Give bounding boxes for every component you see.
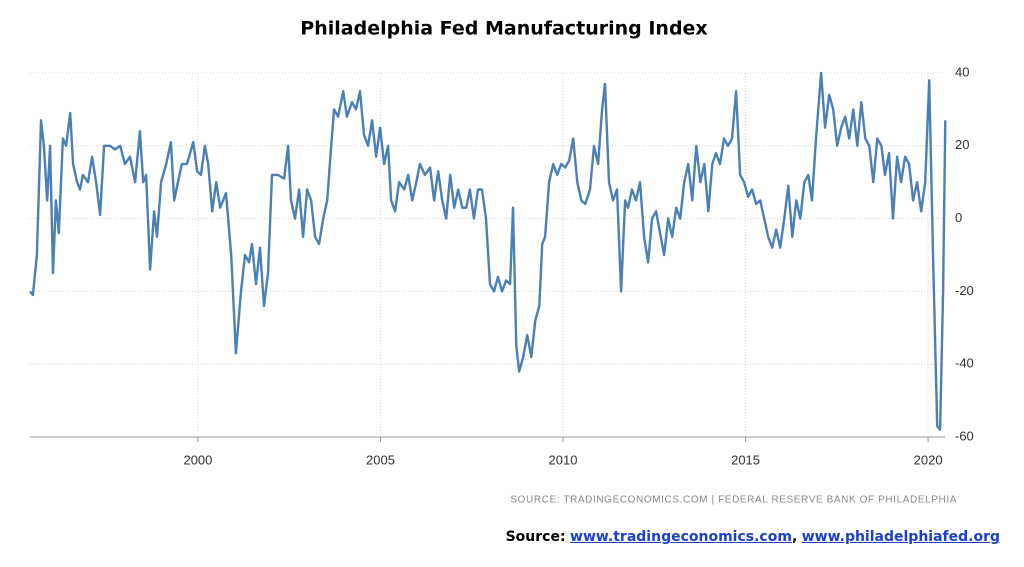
chart-title: Philadelphia Fed Manufacturing Index (300, 18, 707, 40)
source-note: SOURCE: TRADINGECONOMICS.COM | FEDERAL R… (510, 495, 957, 506)
y-tick-label: -60 (955, 428, 974, 443)
chart: Philadelphia Fed Manufacturing Index SOU… (29, 18, 974, 506)
x-tick-label: 2000 (183, 452, 212, 467)
y-tick-label: 0 (955, 210, 962, 225)
x-tick-label: 2005 (366, 452, 395, 467)
y-tick-label: 40 (955, 64, 969, 79)
footer-label: Source: (505, 529, 566, 545)
y-tick-label: -40 (955, 356, 974, 371)
y-tick-label: 20 (955, 137, 969, 152)
y-tick-label: -20 (955, 283, 974, 298)
footer: Source: www.tradingeconomics.com, www.ph… (506, 529, 1000, 545)
series-line (29, 71, 947, 431)
x-tick-label: 2010 (549, 452, 578, 467)
x-tick-label: 2015 (731, 452, 760, 467)
x-tick-label: 2020 (914, 452, 943, 467)
separator: , (791, 529, 798, 545)
link[interactable]: www.philadelphiafed.org (801, 529, 1000, 545)
link[interactable]: www.tradingeconomics.com (570, 529, 792, 545)
